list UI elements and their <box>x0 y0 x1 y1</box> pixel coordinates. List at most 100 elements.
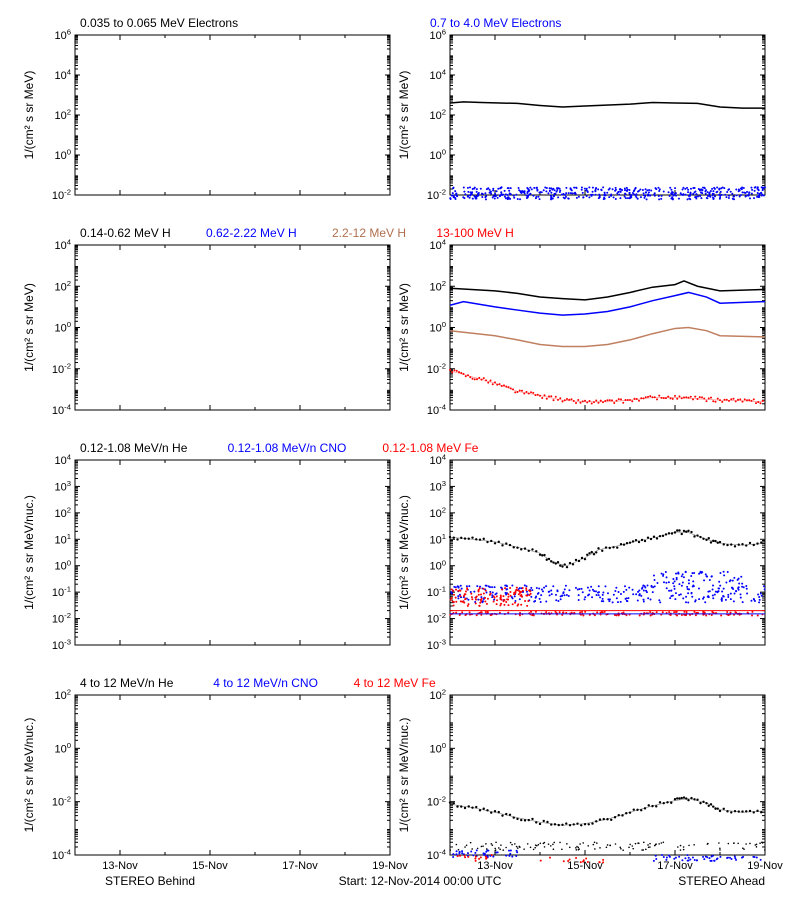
scatter-pt <box>531 589 533 591</box>
scatter-pt <box>744 398 746 400</box>
scatter-pt <box>567 197 569 199</box>
scatter-pt <box>550 192 552 194</box>
scatter-pt <box>449 801 451 803</box>
scatter-pt <box>545 601 547 603</box>
scatter-pt <box>497 197 499 199</box>
svg-text:10-4: 10-4 <box>427 403 447 417</box>
scatter-pt <box>490 379 492 381</box>
scatter-pt <box>480 856 482 858</box>
scatter-pt <box>519 846 521 848</box>
panel-right-row0: 10-21001021041061/(cm² s sr MeV) <box>397 28 766 202</box>
ylabel: 1/(cm² s sr MeV) <box>397 71 411 160</box>
scatter-pt <box>643 590 645 592</box>
scatter-pt <box>709 579 711 581</box>
scatter-pt <box>470 191 472 193</box>
scatter-pt <box>738 190 740 192</box>
scatter-pt <box>725 581 727 583</box>
scatter-pt <box>569 858 571 860</box>
scatter-pt <box>591 822 593 824</box>
scatter-pt <box>525 587 527 589</box>
svg-text:100: 100 <box>54 741 71 755</box>
scatter-pt <box>726 191 728 193</box>
scatter-pt <box>552 585 554 587</box>
scatter-pt <box>533 187 535 189</box>
scatter-pt <box>527 191 529 193</box>
scatter-pt <box>547 192 549 194</box>
scatter-pt <box>641 849 643 851</box>
scatter-pt <box>476 849 478 851</box>
scatter-pt <box>674 598 676 600</box>
svg-text:10-2: 10-2 <box>52 611 71 625</box>
scatter-pt <box>499 849 501 851</box>
ylabel: 1/(cm² s sr MeV/nuc.) <box>397 495 411 610</box>
scatter-pt <box>701 192 703 194</box>
scatter-pt <box>633 808 635 810</box>
scatter-pt <box>674 395 676 397</box>
ylabel: 1/(cm² s sr MeV/nuc.) <box>22 718 36 833</box>
figure: 0.035 to 0.065 MeV Electrons0.7 to 4.0 M… <box>0 0 800 900</box>
scatter-pt <box>496 603 498 605</box>
scatter-pt <box>708 537 710 539</box>
scatter-pt <box>604 585 606 587</box>
scatter-pt <box>508 855 510 857</box>
scatter-pt <box>635 193 637 195</box>
plot-frame <box>75 460 390 645</box>
scatter-pt <box>735 612 737 614</box>
scatter-pt <box>598 585 600 587</box>
scatter-pt <box>649 195 651 197</box>
scatter-pt <box>661 573 663 575</box>
scatter-pt <box>586 188 588 190</box>
scatter-pt <box>705 573 707 575</box>
svg-text:103: 103 <box>429 479 446 493</box>
scatter-pt <box>551 189 553 191</box>
scatter-pt <box>672 582 674 584</box>
scatter-pt <box>661 842 663 844</box>
svg-text:100: 100 <box>429 558 446 572</box>
scatter-pt <box>564 194 566 196</box>
scatter-pt <box>484 192 486 194</box>
scatter-pt <box>728 843 730 845</box>
scatter-pt <box>647 585 649 587</box>
scatter-pt <box>497 188 499 190</box>
scatter-pt <box>684 857 686 859</box>
scatter-pt <box>672 578 674 580</box>
scatter-pt <box>557 561 559 563</box>
scatter-pt <box>522 587 524 589</box>
scatter-pt <box>463 186 465 188</box>
scatter-pt <box>740 593 742 595</box>
scatter-pt <box>496 595 498 597</box>
scatter-pt <box>526 187 528 189</box>
scatter-pt <box>493 600 495 602</box>
scatter-pt <box>694 191 696 193</box>
scatter-pt <box>682 581 684 583</box>
scatter-pt <box>763 585 765 587</box>
scatter-pt <box>538 844 540 846</box>
scatter-pt <box>549 594 551 596</box>
scatter-pt <box>518 189 520 191</box>
scatter-pt <box>564 588 566 590</box>
scatter-pt <box>581 186 583 188</box>
scatter-pt <box>485 851 487 853</box>
scatter-pt <box>757 594 759 596</box>
scatter-pt <box>518 187 520 189</box>
scatter-pt <box>711 855 713 857</box>
scatter-pt <box>508 190 510 192</box>
scatter-pt <box>749 843 751 845</box>
scatter-pt <box>687 530 689 532</box>
scatter-pt <box>539 823 541 825</box>
scatter-pt <box>648 804 650 806</box>
scatter-pt <box>742 847 744 849</box>
scatter-pt <box>595 187 597 189</box>
scatter-pt <box>675 857 677 859</box>
plot-frame <box>75 35 390 195</box>
scatter-pt <box>505 193 507 195</box>
scatter-pt <box>608 196 610 198</box>
svg-text:106: 106 <box>429 28 446 42</box>
scatter-pt <box>520 594 522 596</box>
scatter-pt <box>707 843 709 845</box>
scatter-pt <box>543 189 545 191</box>
scatter-pt <box>579 611 581 613</box>
scatter-pt <box>662 573 664 575</box>
scatter-pt <box>718 581 720 583</box>
svg-text:102: 102 <box>54 279 71 293</box>
